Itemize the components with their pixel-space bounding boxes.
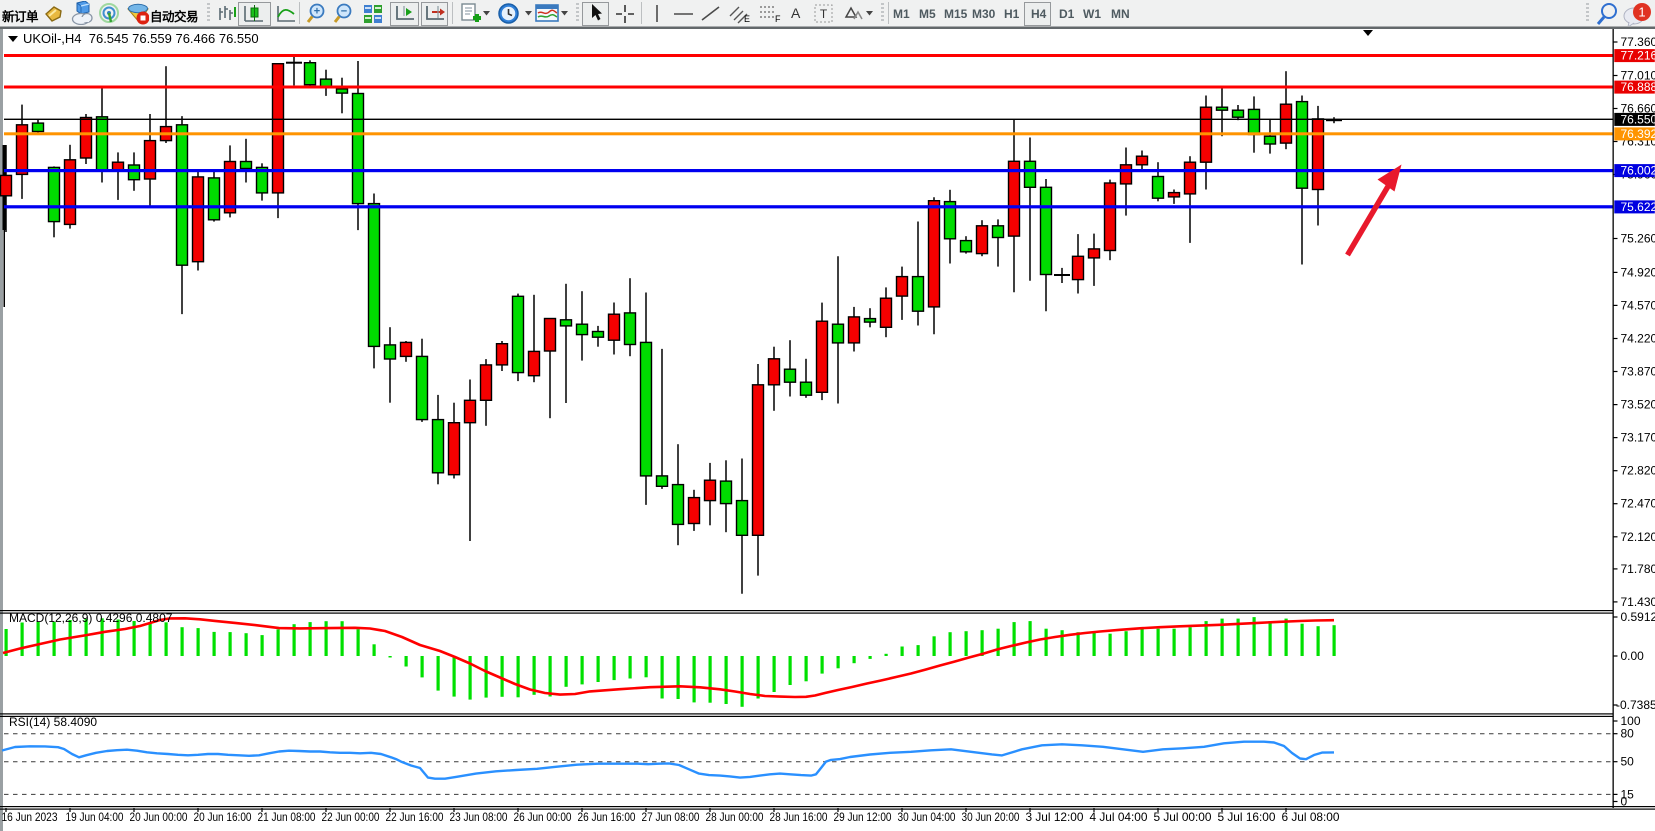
svg-text:75.622: 75.622 xyxy=(1621,200,1655,214)
svg-text:28 Jun 00:00: 28 Jun 00:00 xyxy=(706,810,764,824)
svg-text:27 Jun 08:00: 27 Jun 08:00 xyxy=(642,810,700,824)
svg-text:22 Jun 00:00: 22 Jun 00:00 xyxy=(322,810,380,824)
svg-text:26 Jun 16:00: 26 Jun 16:00 xyxy=(578,810,636,824)
svg-text:76.888: 76.888 xyxy=(1621,80,1655,94)
svg-text:23 Jun 08:00: 23 Jun 08:00 xyxy=(450,810,508,824)
svg-text:20 Jun 16:00: 20 Jun 16:00 xyxy=(194,810,252,824)
svg-text:22 Jun 16:00: 22 Jun 16:00 xyxy=(386,810,444,824)
svg-text:77.216: 77.216 xyxy=(1621,49,1655,63)
svg-text:74.570: 74.570 xyxy=(1621,298,1655,312)
svg-text:0.5912: 0.5912 xyxy=(1621,610,1655,624)
svg-text:MACD(12,26,9) 0.4296 0.4807: MACD(12,26,9) 0.4296 0.4807 xyxy=(9,611,173,625)
svg-text:-0.7385: -0.7385 xyxy=(1616,698,1655,712)
svg-text:+: + xyxy=(314,6,320,18)
svg-text:76.392: 76.392 xyxy=(1621,127,1655,141)
svg-text:F: F xyxy=(775,14,781,24)
svg-text:26 Jun 00:00: 26 Jun 00:00 xyxy=(514,810,572,824)
svg-text:5 Jul 16:00: 5 Jul 16:00 xyxy=(1218,810,1276,824)
svg-text:21 Jun 08:00: 21 Jun 08:00 xyxy=(258,810,316,824)
svg-text:30 Jun 20:00: 30 Jun 20:00 xyxy=(962,810,1020,824)
svg-text:50: 50 xyxy=(1621,755,1635,769)
svg-text:T: T xyxy=(820,7,828,21)
svg-text:1: 1 xyxy=(1638,5,1645,20)
svg-text:15: 15 xyxy=(1621,787,1635,801)
svg-text:30 Jun 04:00: 30 Jun 04:00 xyxy=(898,810,956,824)
svg-text:71.780: 71.780 xyxy=(1621,562,1655,576)
svg-text:73.170: 73.170 xyxy=(1621,431,1655,445)
svg-text:3 Jul 12:00: 3 Jul 12:00 xyxy=(1026,810,1084,824)
svg-text:72.820: 72.820 xyxy=(1621,464,1655,478)
svg-text:80: 80 xyxy=(1621,727,1635,741)
svg-text:74.920: 74.920 xyxy=(1621,265,1655,279)
svg-text:73.870: 73.870 xyxy=(1621,365,1655,379)
svg-text:20 Jun 00:00: 20 Jun 00:00 xyxy=(130,810,188,824)
svg-text:−: − xyxy=(341,6,347,18)
svg-text:100: 100 xyxy=(1621,714,1641,728)
svg-text:0.00: 0.00 xyxy=(1621,649,1645,663)
svg-text:29 Jun 12:00: 29 Jun 12:00 xyxy=(834,810,892,824)
svg-text:77.360: 77.360 xyxy=(1621,35,1655,49)
svg-text:77.010: 77.010 xyxy=(1621,69,1655,83)
svg-text:19 Jun 04:00: 19 Jun 04:00 xyxy=(66,810,124,824)
svg-text:72.470: 72.470 xyxy=(1621,497,1655,511)
svg-text:5 Jul 00:00: 5 Jul 00:00 xyxy=(1154,810,1212,824)
svg-text:16 Jun 2023: 16 Jun 2023 xyxy=(2,810,58,824)
svg-text:E: E xyxy=(744,14,750,24)
svg-text:76.660: 76.660 xyxy=(1621,102,1655,116)
svg-text:71.430: 71.430 xyxy=(1621,595,1655,609)
svg-text:72.120: 72.120 xyxy=(1621,530,1655,544)
svg-text:74.220: 74.220 xyxy=(1621,332,1655,346)
svg-text:0: 0 xyxy=(1621,795,1628,809)
svg-text:28 Jun 16:00: 28 Jun 16:00 xyxy=(770,810,828,824)
svg-text:4 Jul 04:00: 4 Jul 04:00 xyxy=(1090,810,1148,824)
svg-text:75.260: 75.260 xyxy=(1621,232,1655,246)
svg-text:76.002: 76.002 xyxy=(1621,164,1655,178)
svg-text:6 Jul 08:00: 6 Jul 08:00 xyxy=(1282,810,1340,824)
svg-text:76.550: 76.550 xyxy=(1621,112,1655,126)
svg-text:73.520: 73.520 xyxy=(1621,398,1655,412)
svg-text:UKOil-,H4 76.545 76.559 76.46: UKOil-,H4 76.545 76.559 76.466 76.550 xyxy=(23,31,259,46)
svg-text:RSI(14) 58.4090: RSI(14) 58.4090 xyxy=(9,715,97,729)
